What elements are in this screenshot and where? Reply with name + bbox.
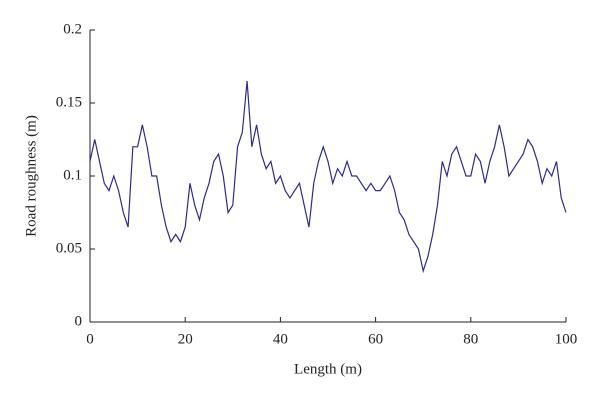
y-tick-label: 0.1: [63, 167, 82, 183]
y-axis-label: Road roughness (m): [23, 115, 39, 237]
data-line: [89, 81, 567, 274]
x-tick-label: 20: [178, 331, 193, 347]
x-tick-label: 60: [368, 331, 383, 347]
y-tick-label: 0.15: [56, 94, 82, 110]
y-tick-label: 0: [75, 313, 83, 329]
x-tick-label: 40: [273, 331, 288, 347]
y-tick-label: 0.05: [56, 240, 82, 256]
y-tick-label: 0.2: [63, 21, 82, 37]
x-tick-label: 0: [86, 331, 94, 347]
x-axis-label: Length (m): [294, 361, 362, 377]
x-tick-label: 80: [463, 331, 478, 347]
x-tick-label: 100: [555, 331, 578, 347]
